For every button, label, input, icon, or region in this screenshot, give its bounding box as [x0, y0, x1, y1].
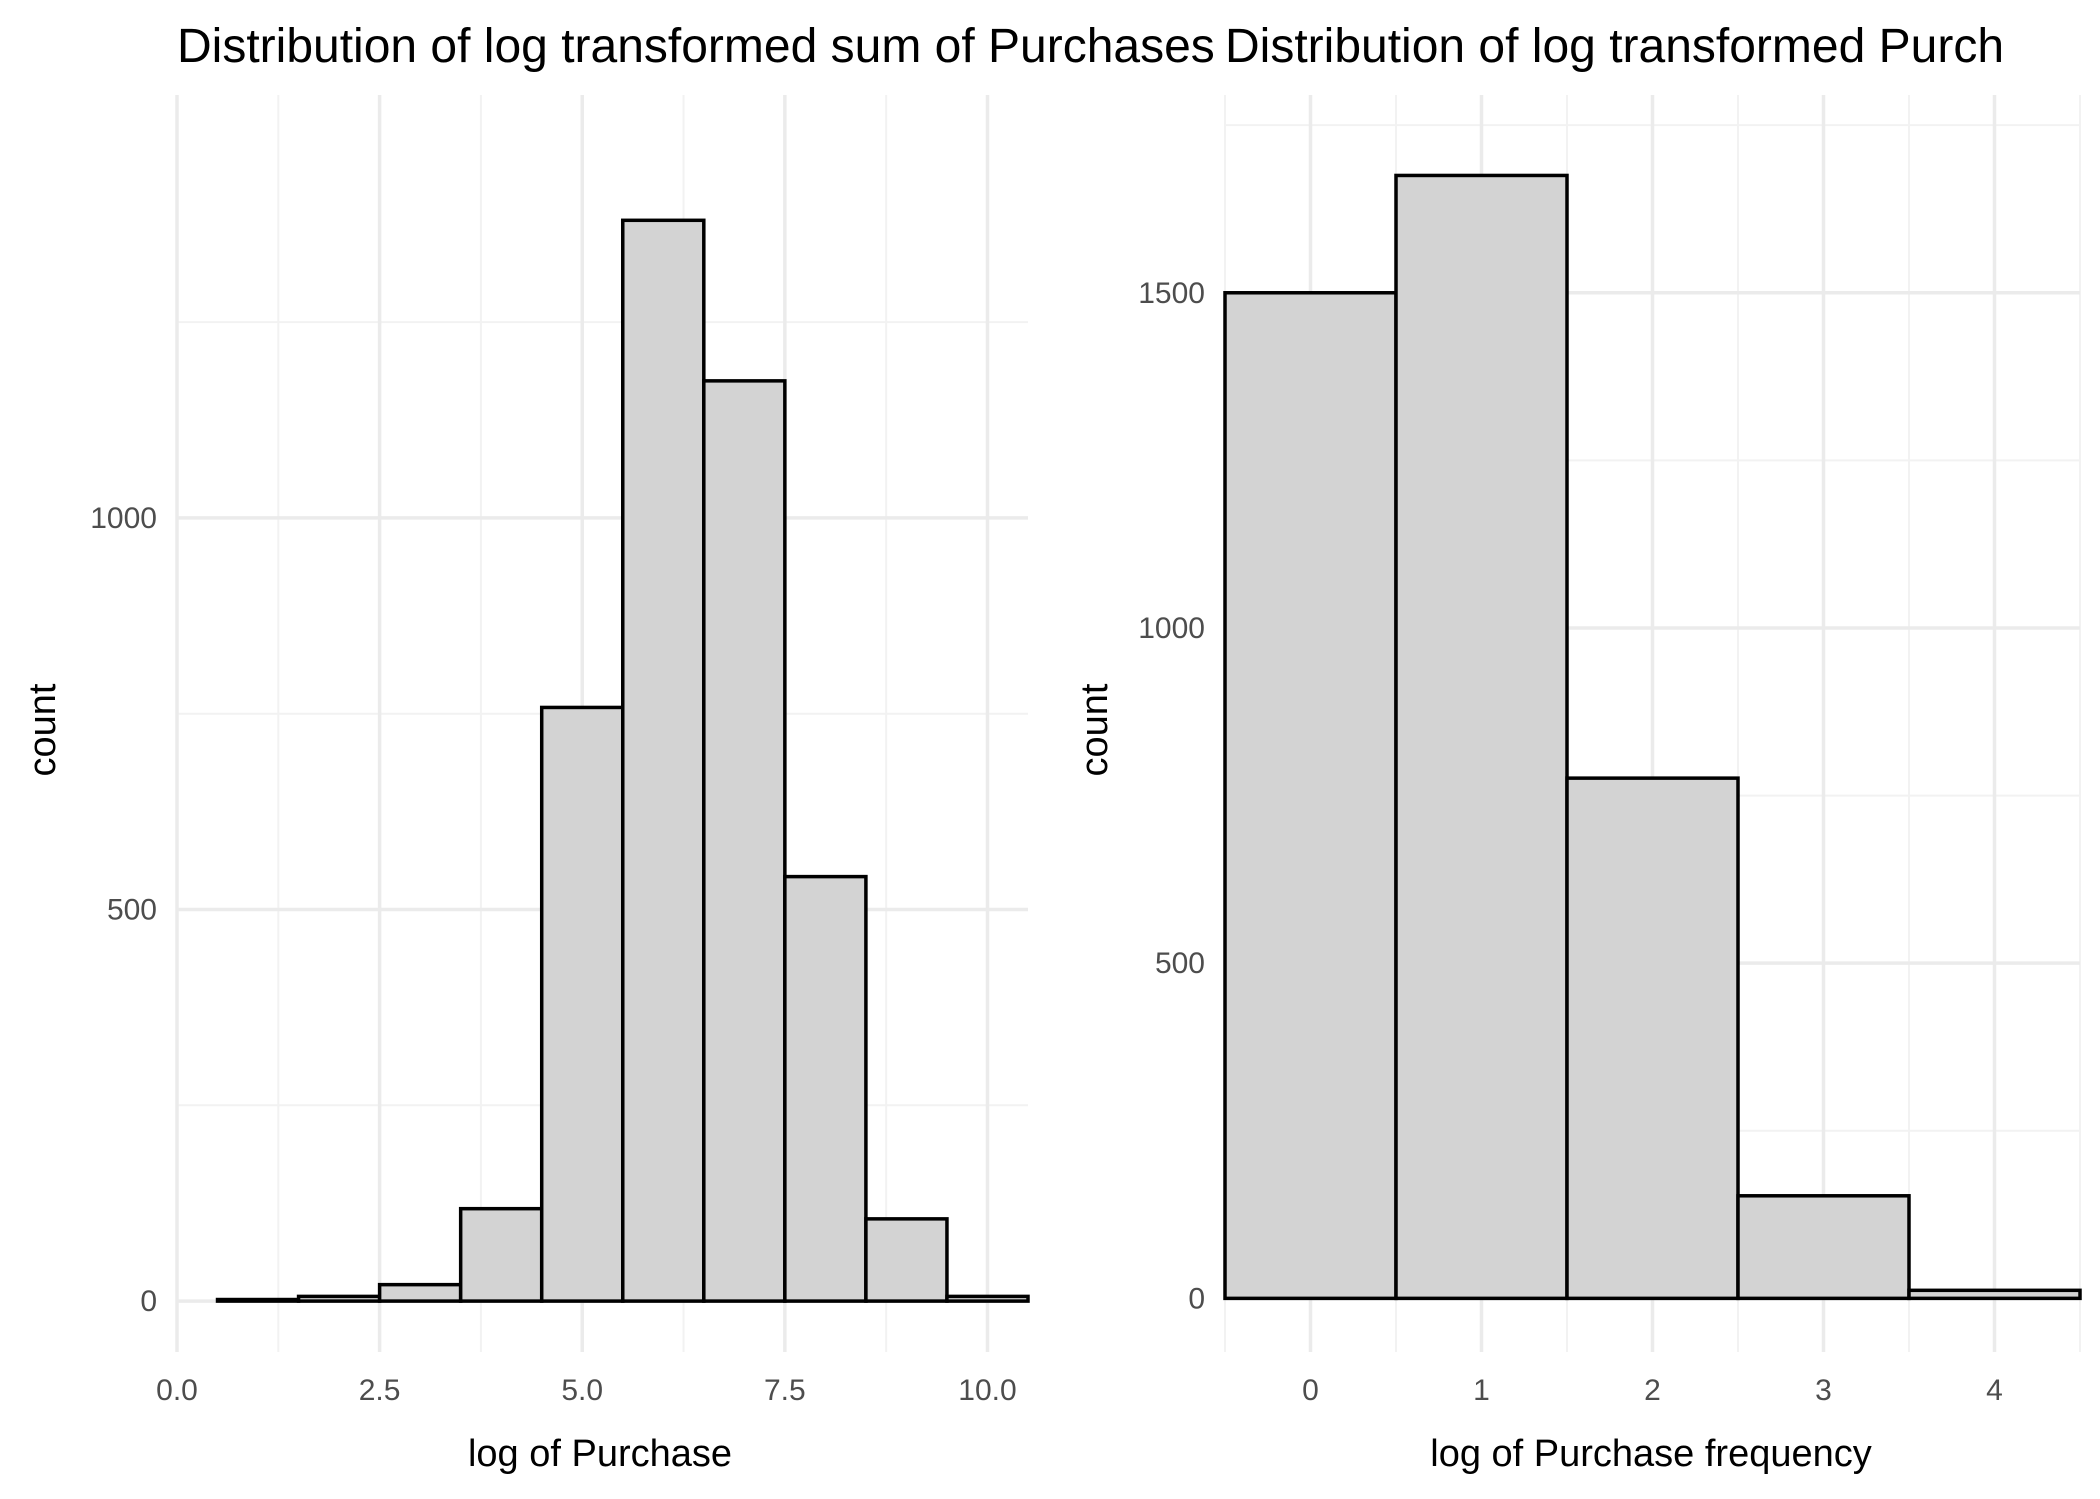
y-axis-ticks: 0 500 1000 1500 — [1138, 277, 1205, 1316]
y-tick-label: 1000 — [90, 502, 157, 535]
x-tick-label: 0.0 — [156, 1374, 198, 1407]
histogram-bar — [1565, 776, 1740, 1301]
histogram-panel-purchase-sum: 0 500 1000 0.0 2.5 5.0 7.5 10.0 Distribution o… — [22, 20, 1215, 1475]
histogram-bar — [945, 1294, 1030, 1303]
histogram-bars — [215, 218, 1030, 1303]
histogram-bar — [621, 218, 706, 1303]
histogram-bar — [1736, 1194, 1911, 1301]
histogram-bar — [864, 1217, 949, 1303]
y-axis-title: count — [22, 683, 64, 776]
histogram-bar — [458, 1206, 544, 1303]
x-axis-title: log of Purchase — [468, 1433, 732, 1475]
x-tick-label: 5.0 — [561, 1374, 603, 1407]
x-axis-title: log of Purchase frequency — [1430, 1433, 1872, 1475]
x-tick-label: 7.5 — [764, 1374, 806, 1407]
x-axis-ticks: 0.0 2.5 5.0 7.5 10.0 — [156, 1374, 1017, 1407]
y-tick-label: 0 — [1188, 1282, 1205, 1315]
y-tick-label: 1000 — [1138, 612, 1205, 645]
y-axis-ticks: 0 500 1000 — [90, 502, 157, 1318]
histogram-bar — [1394, 173, 1569, 1301]
histogram-bars — [1223, 173, 2082, 1301]
y-tick-label: 500 — [1155, 947, 1205, 980]
x-tick-label: 2.5 — [359, 1374, 401, 1407]
histogram-bar — [296, 1294, 382, 1303]
chart-title: Distribution of log transformed Purch — [1225, 20, 2004, 73]
chart-title: Distribution of log transformed sum of P… — [177, 20, 1215, 73]
x-tick-label: 3 — [1815, 1374, 1832, 1407]
histogram-bar — [1223, 291, 1398, 1301]
histogram-bar — [1907, 1288, 2082, 1301]
histogram-bar — [215, 1297, 301, 1303]
histogram-bar — [783, 874, 868, 1303]
histogram-bar — [539, 705, 625, 1303]
y-tick-label: 1500 — [1138, 277, 1205, 310]
y-tick-label: 500 — [107, 894, 157, 927]
x-tick-label: 1 — [1473, 1374, 1490, 1407]
histogram-bar — [702, 379, 787, 1303]
x-tick-label: 10.0 — [958, 1374, 1016, 1407]
y-tick-label: 0 — [140, 1285, 157, 1318]
y-axis-title: count — [1074, 683, 1116, 776]
histogram-panel-purchase-frequency: 0 500 1000 1500 0 1 2 3 4 Distribution of log t… — [1074, 20, 2082, 1475]
x-tick-label: 4 — [1986, 1374, 2003, 1407]
x-tick-label: 2 — [1644, 1374, 1661, 1407]
histogram-bar — [377, 1282, 463, 1303]
x-tick-label: 0 — [1302, 1374, 1319, 1407]
x-axis-ticks: 0 1 2 3 4 — [1302, 1374, 2003, 1407]
